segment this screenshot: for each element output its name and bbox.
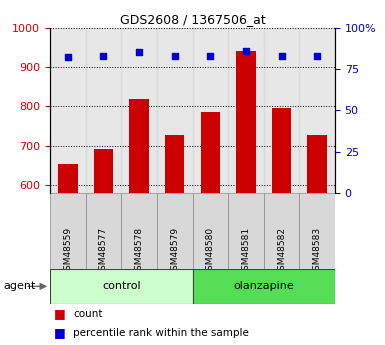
Bar bbox=[157, 28, 192, 193]
Text: control: control bbox=[102, 282, 141, 291]
Bar bbox=[228, 193, 264, 269]
Text: GSM48581: GSM48581 bbox=[241, 227, 250, 276]
Point bbox=[207, 53, 213, 59]
Text: GSM48577: GSM48577 bbox=[99, 227, 108, 276]
Bar bbox=[236, 51, 256, 193]
Text: GSM48579: GSM48579 bbox=[170, 227, 179, 276]
Text: GSM48578: GSM48578 bbox=[135, 227, 144, 276]
Bar bbox=[94, 149, 113, 193]
Bar bbox=[192, 269, 335, 304]
Point bbox=[278, 53, 285, 59]
Point bbox=[172, 53, 178, 59]
Text: percentile rank within the sample: percentile rank within the sample bbox=[73, 328, 249, 338]
Text: GSM48582: GSM48582 bbox=[277, 227, 286, 276]
Bar bbox=[85, 28, 121, 193]
Bar bbox=[228, 28, 264, 193]
Point bbox=[136, 50, 142, 55]
Bar bbox=[264, 28, 300, 193]
Bar bbox=[129, 99, 149, 193]
Text: agent: agent bbox=[4, 282, 36, 291]
Bar bbox=[192, 28, 228, 193]
Text: GSM48583: GSM48583 bbox=[313, 227, 321, 276]
Bar bbox=[264, 193, 300, 269]
Bar bbox=[272, 108, 291, 193]
Text: olanzapine: olanzapine bbox=[233, 282, 294, 291]
Bar bbox=[300, 193, 335, 269]
Text: GSM48580: GSM48580 bbox=[206, 227, 215, 276]
Bar bbox=[192, 193, 228, 269]
Bar bbox=[201, 112, 220, 193]
Point bbox=[100, 53, 107, 59]
Bar bbox=[307, 135, 327, 193]
Bar bbox=[121, 28, 157, 193]
Text: GSM48559: GSM48559 bbox=[64, 227, 72, 276]
Point bbox=[314, 53, 320, 59]
Point bbox=[65, 55, 71, 60]
Bar bbox=[50, 269, 192, 304]
Bar bbox=[157, 193, 192, 269]
Bar bbox=[300, 28, 335, 193]
Text: count: count bbox=[73, 309, 103, 319]
Bar bbox=[50, 193, 85, 269]
Point bbox=[243, 48, 249, 53]
Bar bbox=[50, 28, 85, 193]
Text: ■: ■ bbox=[54, 326, 66, 339]
Bar bbox=[121, 193, 157, 269]
Text: ■: ■ bbox=[54, 307, 66, 321]
Bar bbox=[58, 164, 78, 193]
Bar bbox=[165, 135, 184, 193]
Bar bbox=[85, 193, 121, 269]
Title: GDS2608 / 1367506_at: GDS2608 / 1367506_at bbox=[120, 13, 265, 27]
